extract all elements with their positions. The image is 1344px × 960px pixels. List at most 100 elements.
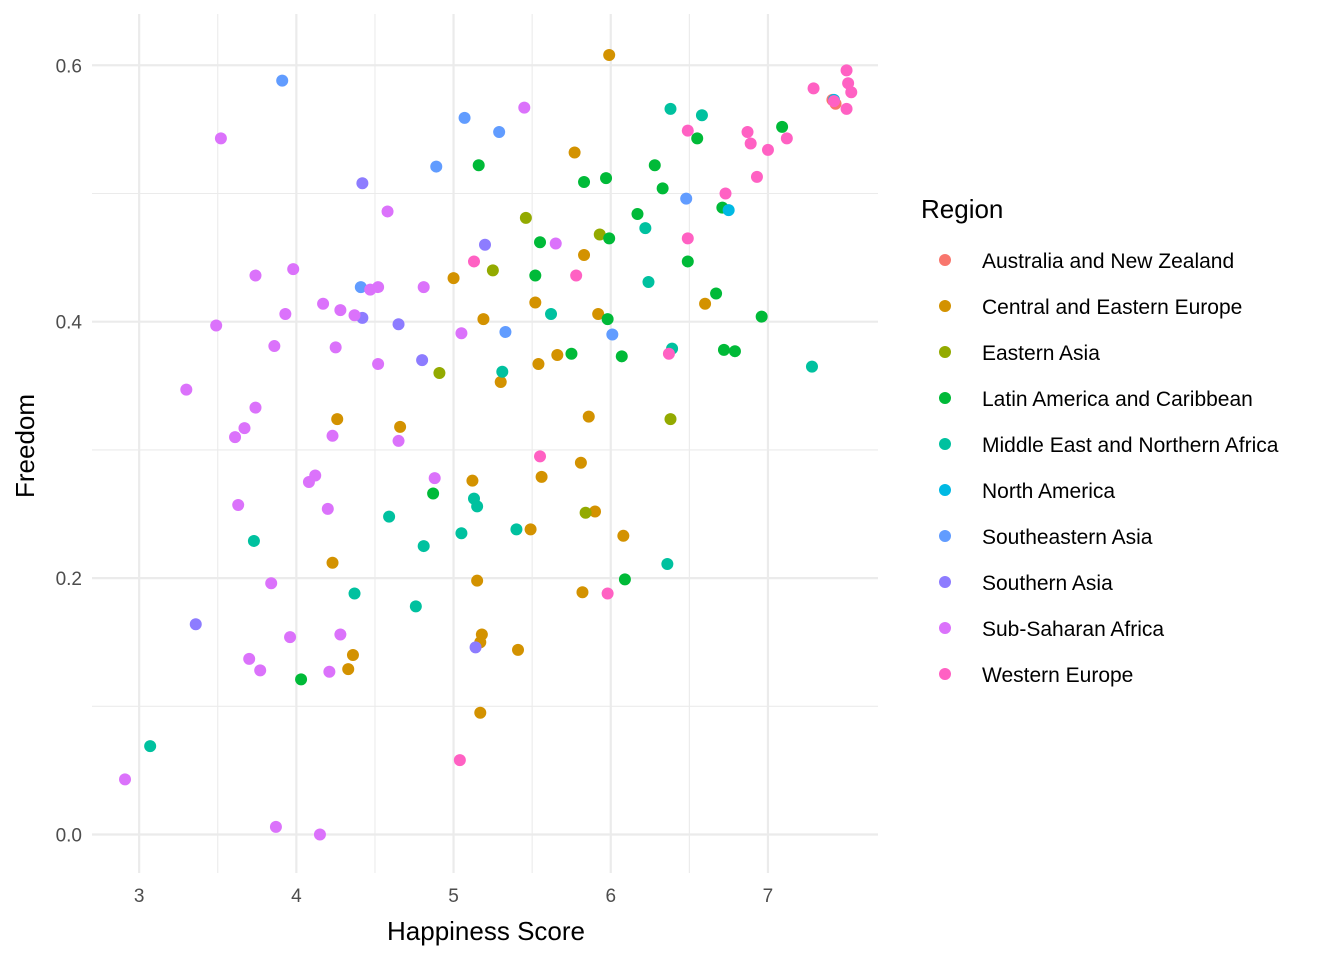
data-point: [214, 132, 227, 145]
data-point: [474, 706, 487, 719]
y-tick-label: 0.4: [56, 313, 83, 334]
x-tick-label: 6: [605, 886, 616, 907]
data-point: [578, 175, 591, 188]
data-point: [761, 143, 774, 156]
data-point: [433, 366, 446, 379]
data-point: [840, 64, 853, 77]
data-point: [661, 558, 674, 571]
y-tick-label: 0.0: [56, 826, 82, 847]
data-point: [467, 255, 480, 268]
legend-label: Southern Asia: [982, 572, 1113, 595]
data-point: [321, 502, 334, 515]
data-point: [381, 205, 394, 218]
data-point: [477, 313, 490, 326]
data-point: [494, 375, 507, 388]
data-point: [601, 313, 614, 326]
data-point: [427, 487, 440, 500]
data-point: [331, 413, 344, 426]
data-point: [534, 236, 547, 249]
legend-key: [939, 576, 951, 588]
legend-key: [939, 530, 951, 542]
data-point: [524, 523, 537, 536]
data-point: [576, 586, 589, 599]
data-point: [249, 269, 262, 282]
data-point: [119, 773, 132, 786]
data-point: [472, 159, 485, 172]
data-point: [805, 360, 818, 373]
data-point: [570, 269, 583, 282]
data-points: [119, 49, 858, 841]
legend-key: [939, 300, 951, 312]
data-point: [354, 281, 367, 294]
data-point: [529, 269, 542, 282]
data-point: [471, 500, 484, 513]
grid-lines: [92, 14, 878, 873]
data-point: [722, 204, 735, 217]
data-point: [247, 534, 260, 547]
legend-label: Western Europe: [982, 664, 1133, 687]
data-point: [593, 228, 606, 241]
data-point: [744, 137, 757, 150]
data-point: [532, 358, 545, 371]
data-point: [780, 132, 793, 145]
data-point: [469, 641, 482, 654]
data-point: [592, 308, 605, 321]
data-point: [417, 540, 430, 553]
data-point: [279, 308, 292, 321]
data-point: [582, 410, 595, 423]
data-point: [409, 600, 422, 613]
legend-key: [939, 484, 951, 496]
data-point: [642, 275, 655, 288]
data-point: [486, 264, 499, 277]
data-point: [719, 187, 732, 200]
data-point: [428, 472, 441, 485]
data-point: [600, 172, 613, 185]
data-point: [639, 222, 652, 235]
data-point: [603, 49, 616, 62]
data-point: [455, 527, 468, 540]
data-point: [416, 354, 429, 367]
data-point: [579, 506, 592, 519]
data-point: [229, 431, 242, 444]
legend-title: Region: [921, 194, 1003, 224]
y-tick-label: 0.2: [56, 569, 82, 590]
data-point: [529, 296, 542, 309]
data-point: [430, 160, 443, 173]
data-point: [617, 529, 630, 542]
data-point: [417, 281, 430, 294]
data-point: [317, 297, 330, 310]
data-point: [276, 74, 289, 87]
data-point: [210, 319, 223, 332]
data-point: [238, 422, 251, 435]
y-axis-ticks: 0.0 0.2 0.4 0.6: [56, 56, 83, 846]
data-point: [249, 401, 262, 414]
data-point: [631, 208, 644, 221]
x-tick-label: 4: [291, 886, 302, 907]
data-point: [265, 577, 278, 590]
data-point: [512, 643, 525, 656]
data-point: [458, 111, 471, 124]
data-point: [348, 309, 361, 322]
data-point: [565, 347, 578, 360]
data-point: [372, 358, 385, 371]
data-point: [447, 272, 460, 285]
data-point: [364, 283, 377, 296]
data-point: [776, 120, 789, 133]
data-point: [710, 287, 723, 300]
data-point: [615, 350, 628, 363]
data-point: [453, 754, 466, 767]
data-point: [329, 341, 342, 354]
data-point: [232, 499, 245, 512]
data-point: [254, 664, 267, 677]
x-tick-label: 5: [448, 886, 459, 907]
data-point: [750, 170, 763, 183]
data-point: [326, 556, 339, 569]
data-point: [695, 109, 708, 122]
data-point: [466, 474, 479, 487]
legend: Region Australia and New Zealand Central …: [921, 194, 1279, 687]
data-point: [510, 523, 523, 536]
data-point: [606, 328, 619, 341]
data-point: [664, 413, 677, 426]
data-point: [601, 587, 614, 600]
